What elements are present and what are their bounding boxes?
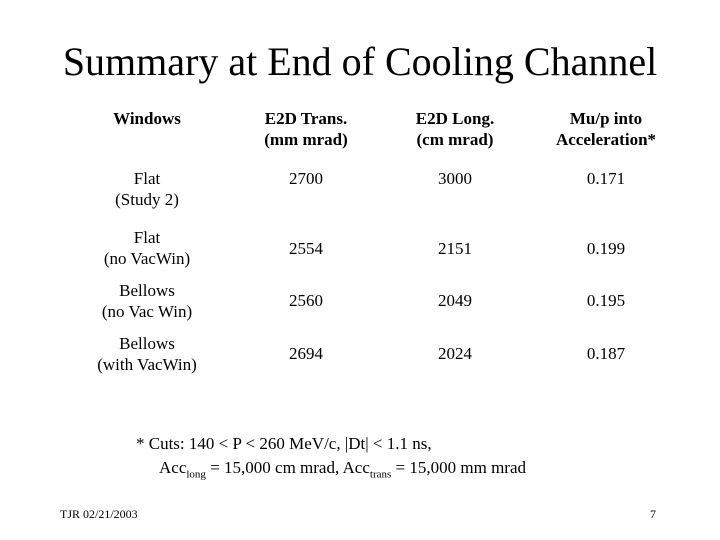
table-row: Bellows (with VacWin) 2694 2024 0.187 bbox=[64, 327, 684, 380]
table-header-row: Windows E2D Trans. (mm mrad) E2D Long. (… bbox=[64, 104, 684, 156]
trans-cell: 2700 bbox=[289, 169, 323, 188]
window-cell: Flat (Study 2) bbox=[115, 169, 179, 209]
header-e2d-trans: E2D Trans. (mm mrad) bbox=[264, 109, 348, 149]
trans-cell: 2560 bbox=[289, 291, 323, 310]
slide-title: Summary at End of Cooling Channel bbox=[62, 39, 658, 84]
long-cell: 2049 bbox=[438, 291, 472, 310]
footnote: * Cuts: 140 < P < 260 MeV/c, |Dt| < 1.1 … bbox=[136, 432, 526, 486]
footnote-acceptance: Acclong = 15,000 cm mrad, Acctrans = 15,… bbox=[159, 458, 527, 481]
long-cell: 3000 bbox=[438, 169, 472, 188]
page-number: 7 bbox=[650, 507, 656, 521]
window-cell: Bellows (with VacWin) bbox=[97, 333, 197, 374]
long-cell: 2024 bbox=[438, 344, 472, 363]
header-e2d-long: E2D Long. (cm mrad) bbox=[415, 109, 495, 149]
footer-author-date: TJR 02/21/2003 bbox=[60, 507, 138, 521]
footnote-cuts: * Cuts: 140 < P < 260 MeV/c, |Dt| < 1.1 … bbox=[136, 434, 432, 453]
mup-cell: 0.195 bbox=[586, 291, 626, 310]
trans-cell: 2554 bbox=[289, 238, 323, 258]
long-cell: 2151 bbox=[438, 238, 472, 258]
table-row: Flat (no VacWin) 2554 2151 0.199 bbox=[64, 222, 684, 274]
table-row: Flat (Study 2) 2700 3000 0.171 bbox=[64, 156, 684, 222]
trans-cell: 2694 bbox=[289, 344, 323, 363]
mup-cell: 0.199 bbox=[586, 238, 626, 258]
window-cell: Flat (no VacWin) bbox=[103, 228, 191, 268]
summary-table: Windows E2D Trans. (mm mrad) E2D Long. (… bbox=[64, 104, 684, 380]
window-cell: Bellows (no Vac Win) bbox=[101, 280, 193, 321]
mup-cell: 0.171 bbox=[586, 169, 626, 188]
header-mu-p-acceleration: Mu/p into Acceleration* bbox=[555, 109, 657, 149]
mup-cell: 0.187 bbox=[586, 344, 626, 363]
table-row: Bellows (no Vac Win) 2560 2049 0.195 bbox=[64, 274, 684, 327]
header-windows: Windows bbox=[113, 109, 181, 128]
